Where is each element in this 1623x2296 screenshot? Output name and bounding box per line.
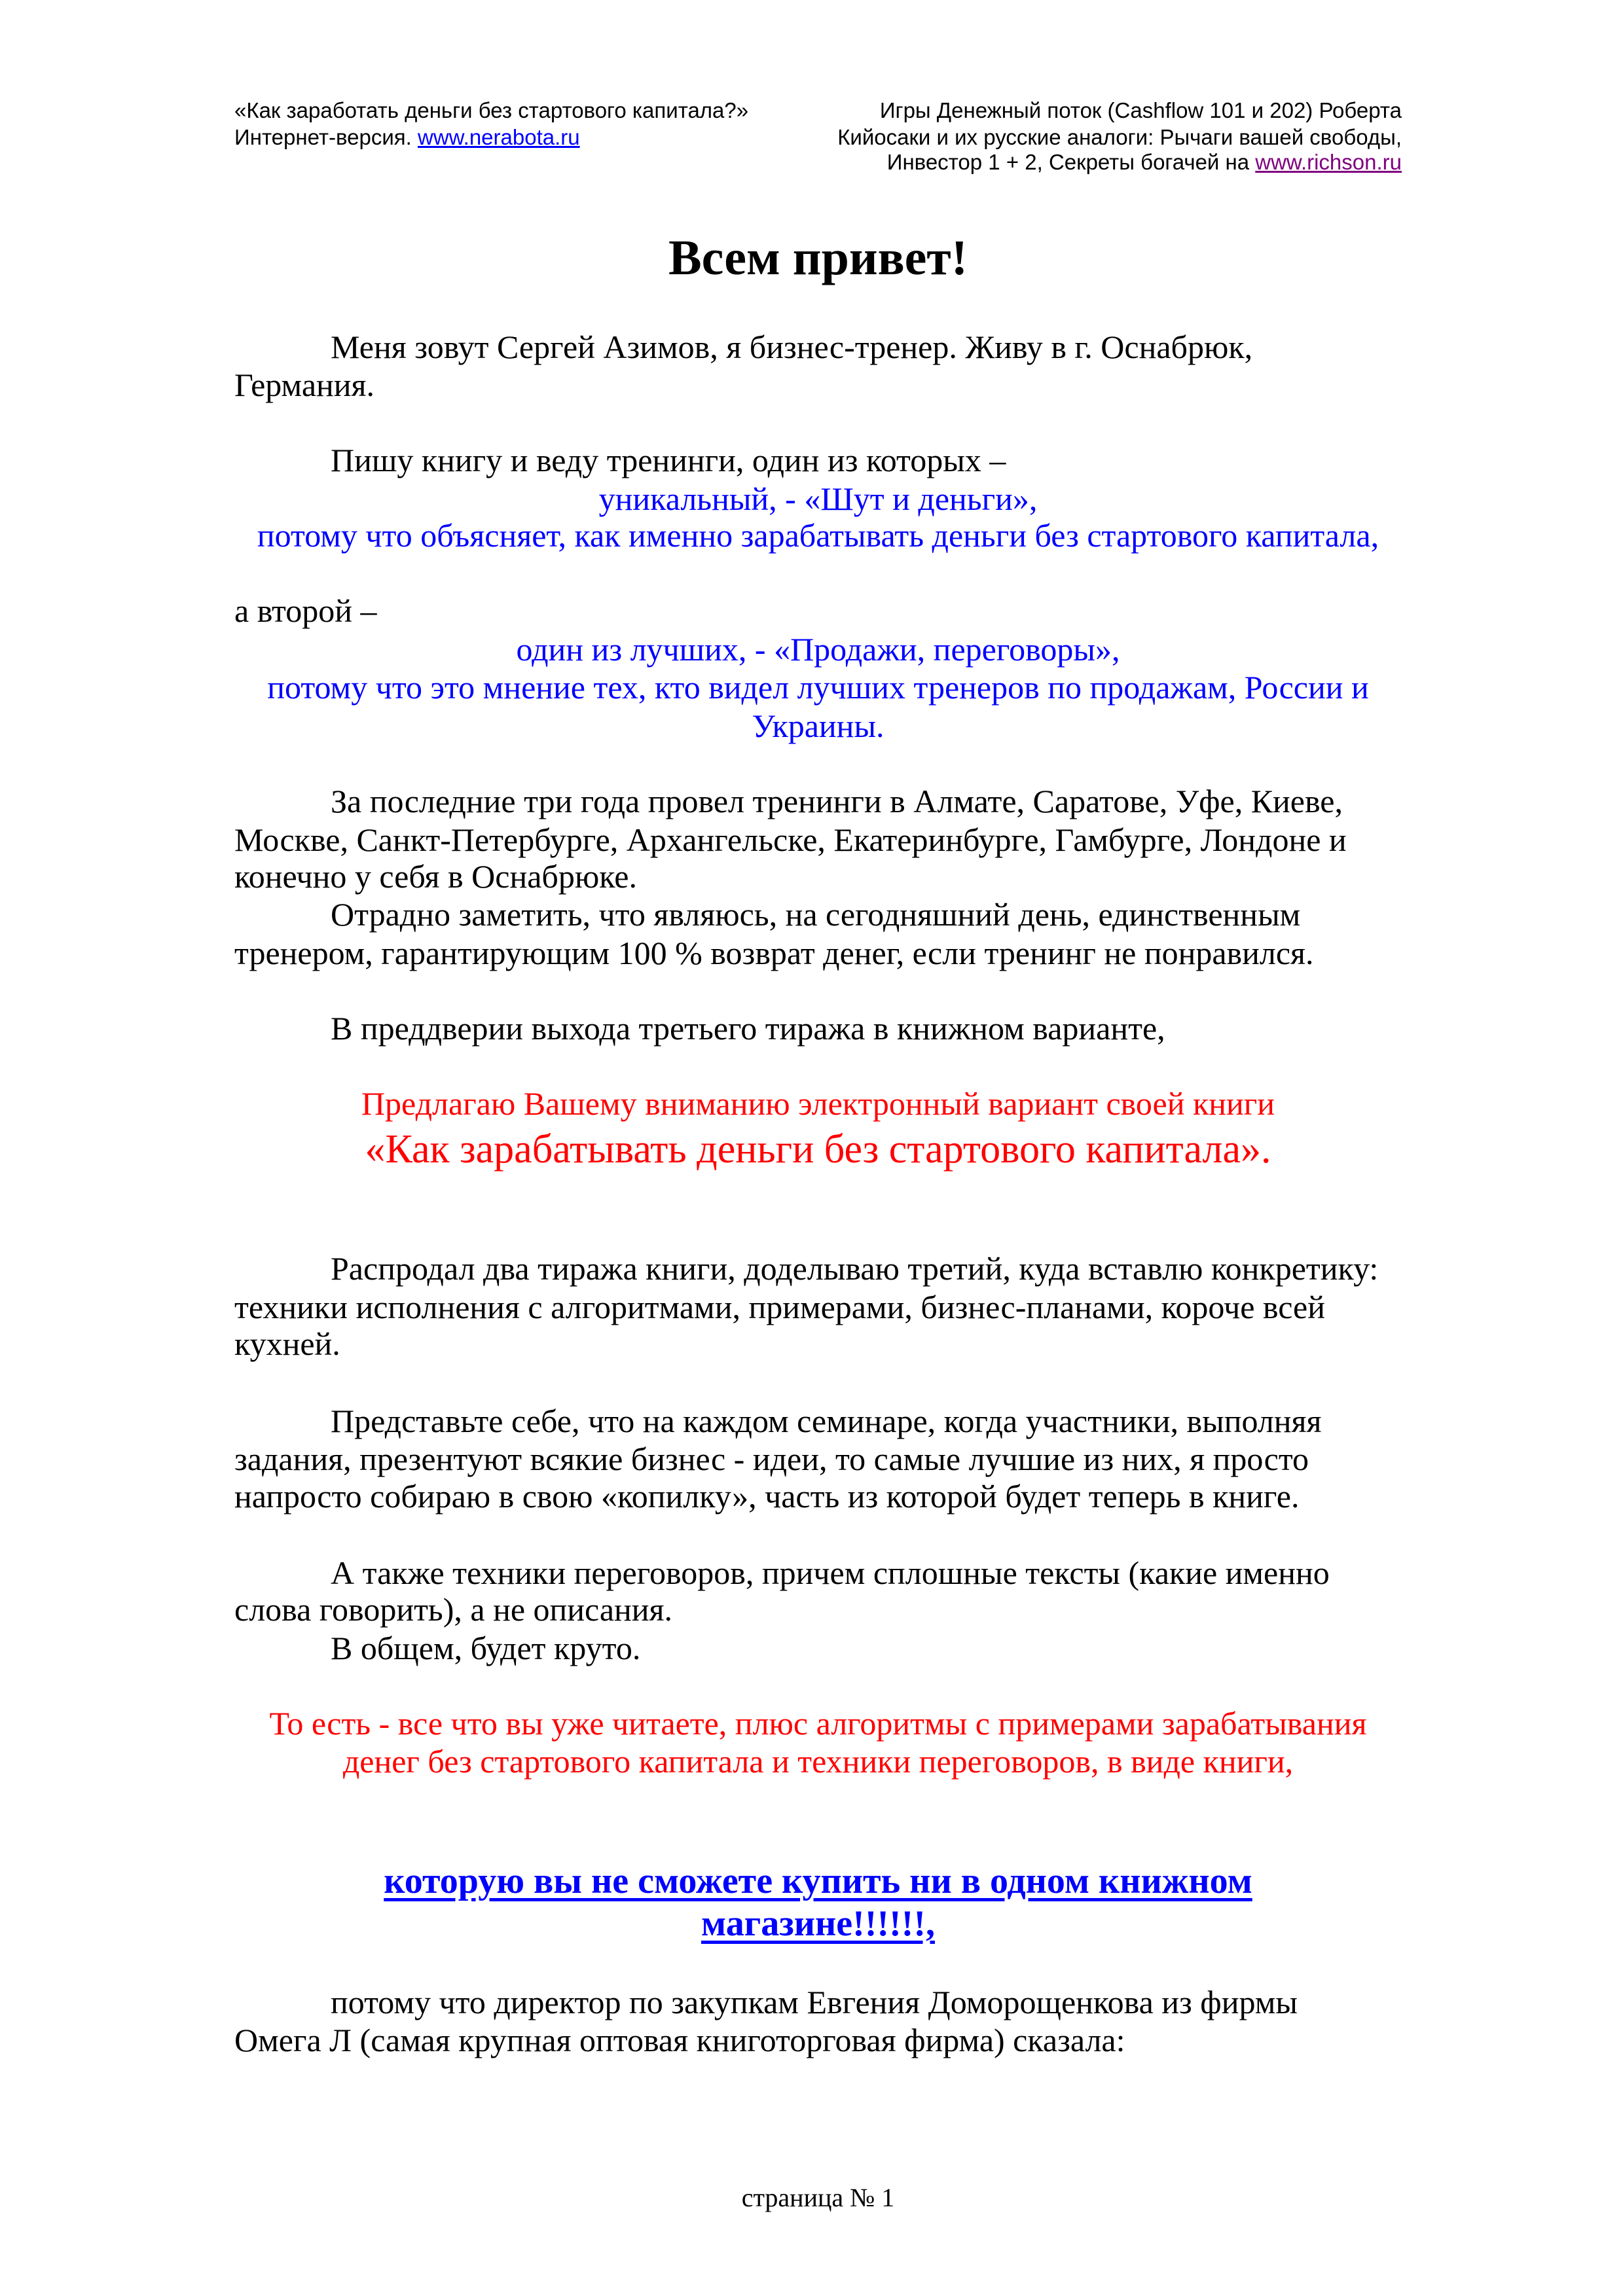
- text-line: За последние три года провел тренинги в …: [331, 783, 1343, 819]
- highlight-line: потому что это мнение тех, кто видел луч…: [267, 669, 1369, 706]
- highlight-line: Украины.: [752, 708, 884, 744]
- text-line: техники исполнения с алгоритмами, пример…: [234, 1289, 1325, 1325]
- text-line: Пишу книгу и веду тренинги, один из кото…: [331, 442, 1006, 478]
- text-line: Меня зовут Сергей Азимов, я бизнес-трене…: [331, 329, 1253, 365]
- highlight-line: один из лучших, - «Продажи, переговоры»,: [516, 631, 1120, 668]
- text-line: Распродал два тиража книги, доделываю тр…: [331, 1250, 1379, 1287]
- header-left-prefix: Интернет-версия.: [234, 125, 418, 149]
- emphasis-link-line: которую вы не сможете купить ни в одном …: [384, 1861, 1252, 1901]
- highlight-line: уникальный, - «Шут и деньги»,: [598, 480, 1038, 517]
- text-line: конечно у себя в Оснабрюке.: [234, 858, 637, 895]
- text-line: Германия.: [234, 367, 375, 403]
- richson-link[interactable]: www.richson.ru: [1255, 150, 1402, 174]
- text-line: Омега Л (самая крупная оптовая книготорг…: [234, 2022, 1125, 2058]
- red-line: То есть - все что вы уже читаете, плюс а…: [269, 1705, 1367, 1742]
- emphasis-link-line: магазине!!!!!!,: [701, 1903, 935, 1944]
- text-line: В преддверии выхода третьего тиража в кн…: [331, 1010, 1165, 1047]
- text-line: напросто собираю в свою «копилку», часть…: [234, 1478, 1300, 1515]
- text-line: А также техники переговоров, причем спло…: [331, 1554, 1330, 1591]
- header-left-line1: «Как заработать деньги без стартового ка…: [234, 98, 749, 122]
- text-line: потому что директор по закупкам Евгения …: [331, 1984, 1298, 2020]
- header-right-line1: Игры Денежный поток (Cashflow 101 и 202)…: [879, 98, 1402, 122]
- text-line: а второй –: [234, 592, 377, 629]
- text-line: задания, презентуют всякие бизнес - идеи…: [234, 1441, 1309, 1477]
- text-line: Представьте себе, что на каждом семинаре…: [331, 1403, 1322, 1439]
- text-line: Москве, Санкт-Петербурге, Архангельске, …: [234, 821, 1347, 858]
- header-right-prefix: Инвестор 1 + 2, Секреты богачей на: [886, 150, 1256, 174]
- page-title: Всем привет!: [668, 230, 968, 285]
- text-line: кухней.: [234, 1325, 340, 1362]
- nerabota-link[interactable]: www.nerabota.ru: [417, 125, 580, 149]
- page-number: страница № 1: [741, 2183, 895, 2212]
- offer-line: Предлагаю Вашему вниманию электронный ва…: [361, 1085, 1275, 1122]
- text-line: тренером, гарантирующим 100 % возврат де…: [234, 935, 1314, 971]
- text-line: слова говорить), а не описания.: [234, 1591, 673, 1628]
- highlight-line: потому что объясняет, как именно зарабат…: [257, 517, 1379, 554]
- red-line: денег без стартового капитала и техники …: [342, 1743, 1294, 1780]
- book-title-line: «Как зарабатывать деньги без стартового …: [365, 1127, 1271, 1172]
- text-line: Отрадно заметить, что являюсь, на сегодн…: [331, 896, 1301, 933]
- header-left-line2: Интернет-версия. www.nerabota.ru: [234, 124, 580, 151]
- text-line: В общем, будет круто.: [331, 1630, 641, 1666]
- header-right-line3: Инвестор 1 + 2, Секреты богачей на www.r…: [887, 149, 1402, 175]
- header-right-line2: Кийосаки и их русские аналоги: Рычаги ва…: [837, 125, 1402, 149]
